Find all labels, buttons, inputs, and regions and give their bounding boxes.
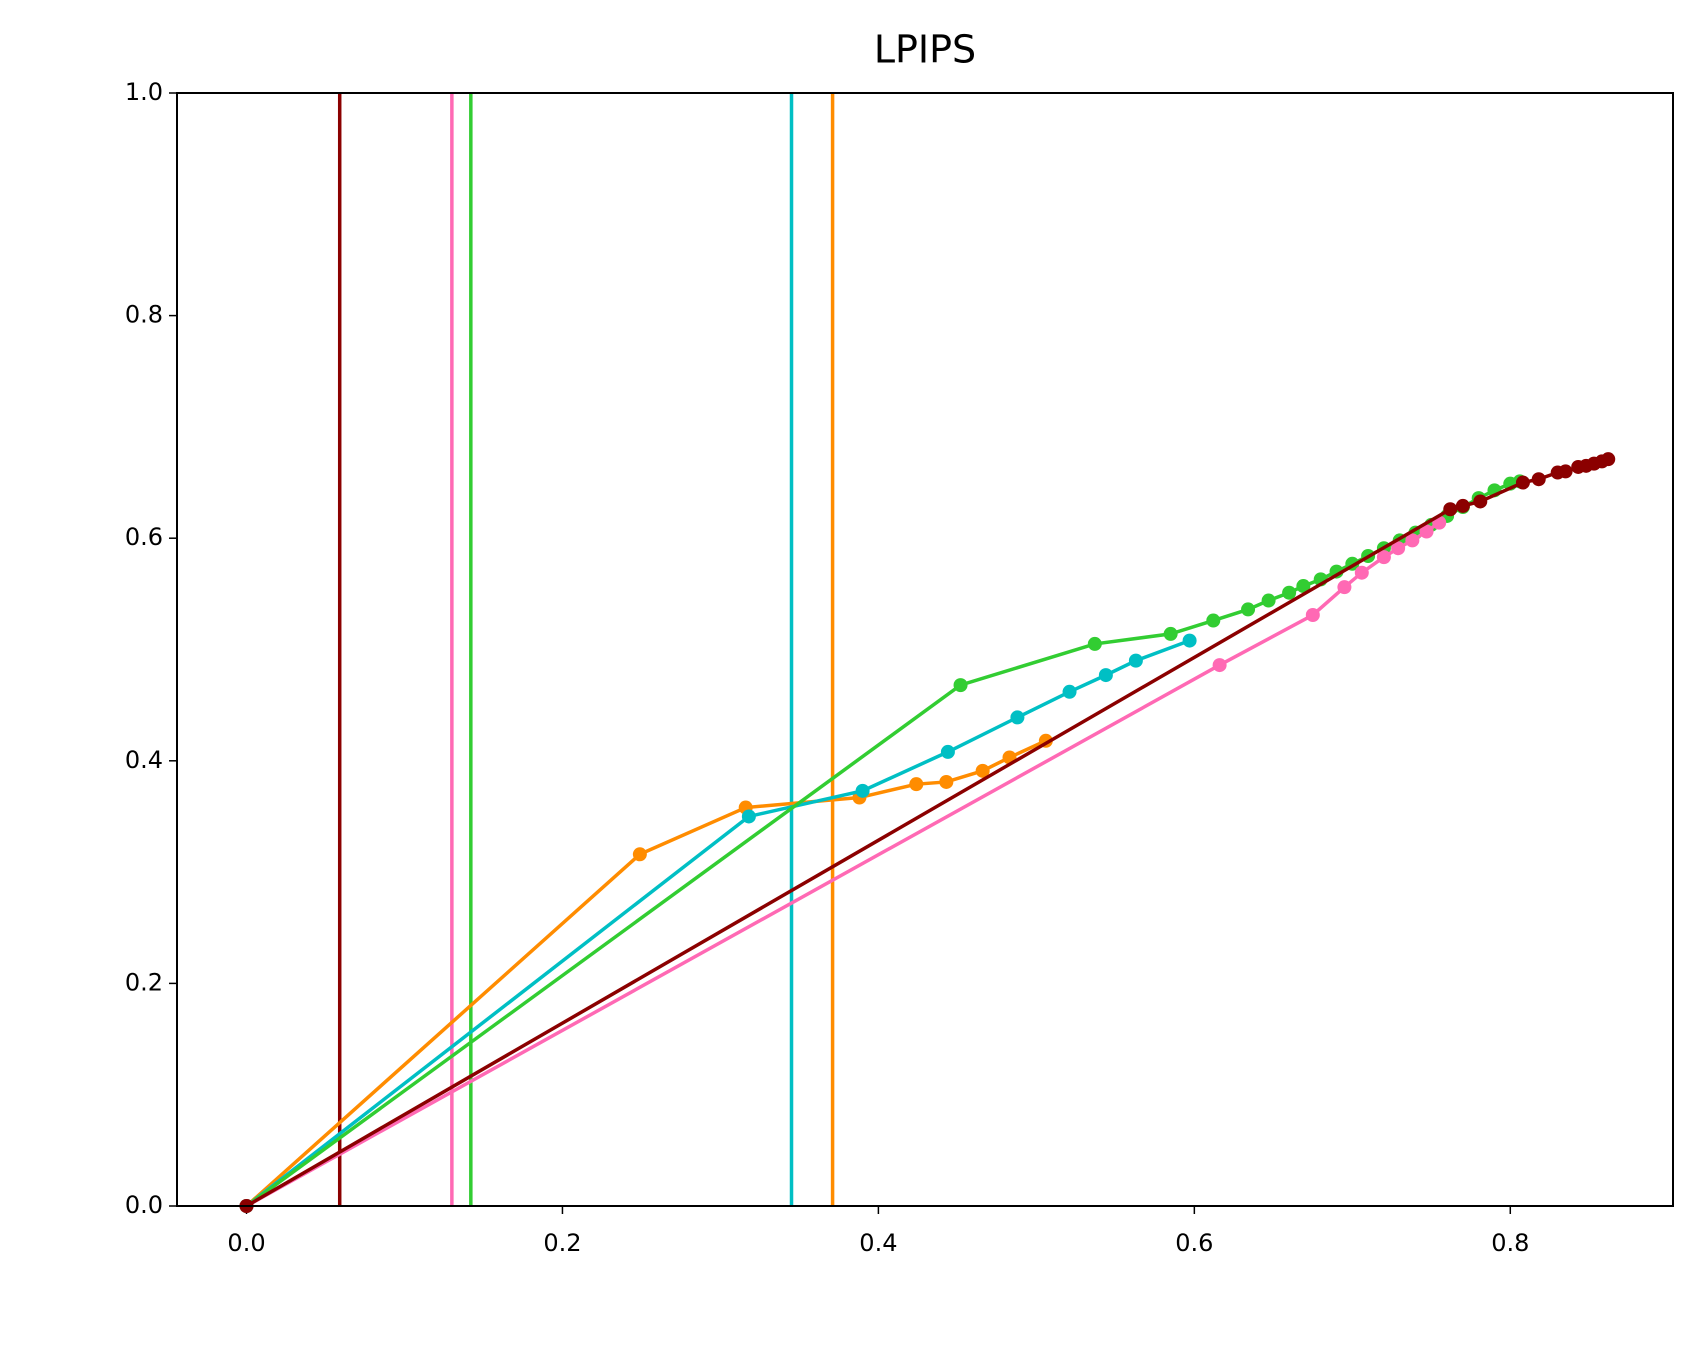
point — [1305, 607, 1320, 622]
point — [939, 774, 954, 789]
point — [1296, 579, 1311, 594]
y-tick-label: 0.8 — [125, 301, 163, 329]
point — [1531, 472, 1546, 487]
point — [1010, 710, 1025, 725]
x-tick-label: 0.0 — [227, 1229, 265, 1257]
point — [1455, 498, 1470, 513]
point — [1163, 626, 1178, 641]
y-tick-label: 1.0 — [125, 78, 163, 106]
point — [1212, 658, 1227, 673]
point — [1128, 653, 1143, 668]
point — [1098, 668, 1113, 683]
point — [1282, 585, 1297, 600]
x-tick-label: 0.6 — [1175, 1229, 1213, 1257]
point — [741, 809, 756, 824]
point — [953, 678, 968, 693]
point — [1354, 565, 1369, 580]
series-line — [245, 521, 1441, 1208]
plot-frame — [176, 92, 1674, 1207]
point — [909, 777, 924, 792]
point — [1087, 636, 1102, 651]
x-tick-label: 0.8 — [1491, 1229, 1529, 1257]
point — [975, 763, 990, 778]
point — [1558, 464, 1573, 479]
y-tick-label: 0.0 — [125, 1191, 163, 1219]
point — [1206, 613, 1221, 628]
y-tick-label: 0.4 — [125, 746, 163, 774]
series-line — [245, 638, 1191, 1208]
point — [632, 847, 647, 862]
point — [1241, 602, 1256, 617]
point — [1261, 593, 1276, 608]
point — [855, 783, 870, 798]
y-tick-label: 0.2 — [125, 968, 163, 996]
point — [1405, 533, 1420, 548]
point — [940, 744, 955, 759]
point — [1515, 475, 1530, 490]
chart-title: LPIPS — [874, 28, 976, 72]
point — [1473, 494, 1488, 509]
x-tick-label: 0.2 — [543, 1229, 581, 1257]
point — [1182, 633, 1197, 648]
point — [1062, 684, 1077, 699]
point — [1337, 580, 1352, 595]
point — [1376, 550, 1391, 565]
point — [1443, 502, 1458, 517]
x-tick-label: 0.4 — [859, 1229, 897, 1257]
point — [1391, 541, 1406, 556]
point — [1601, 452, 1616, 467]
y-tick-label: 0.6 — [125, 523, 163, 551]
point — [1419, 524, 1434, 539]
